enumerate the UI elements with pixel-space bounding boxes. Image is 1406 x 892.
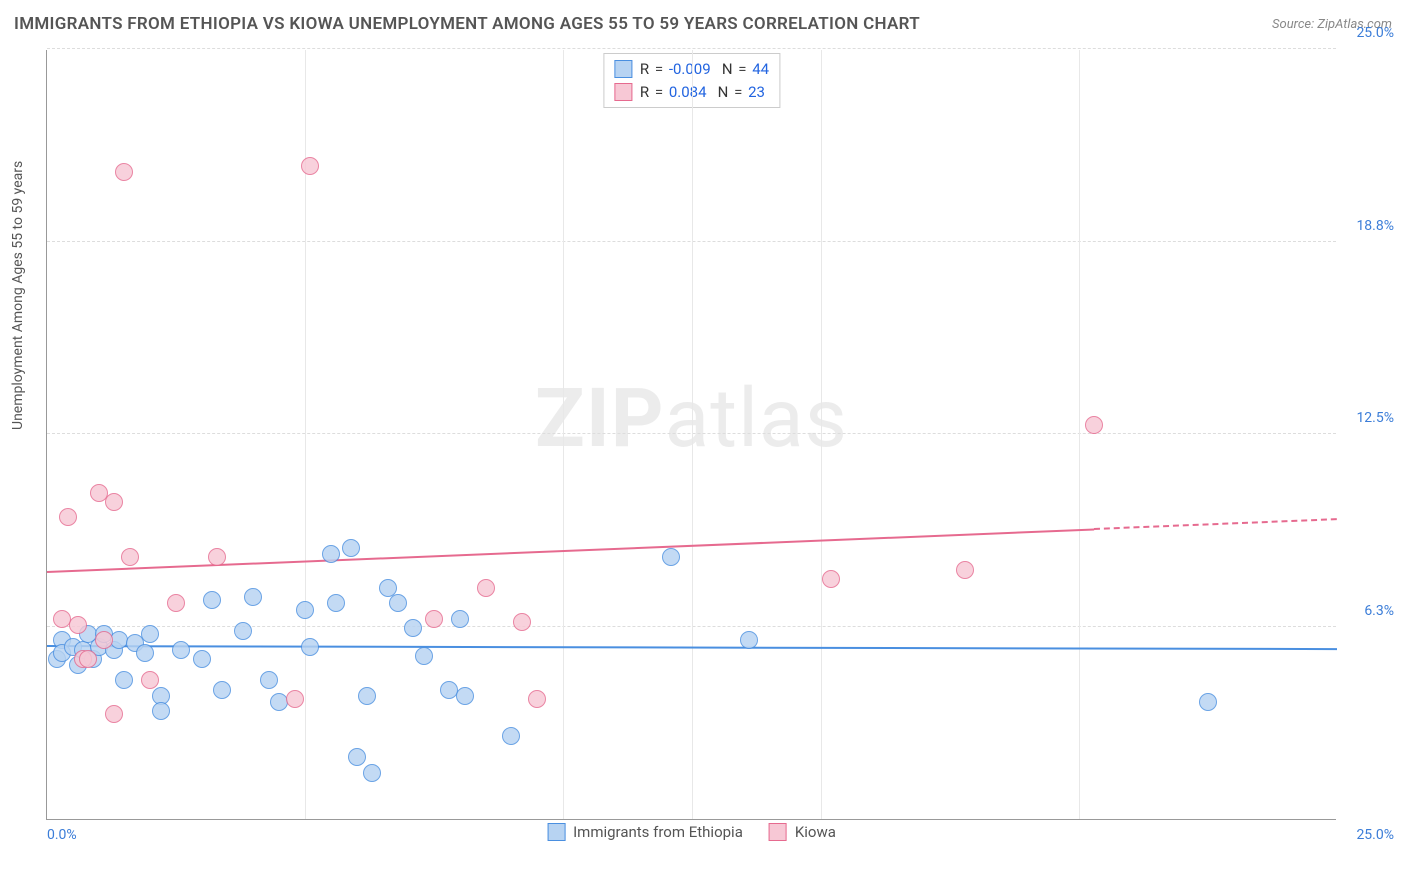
data-point	[121, 548, 139, 566]
data-point	[404, 619, 422, 637]
data-point	[415, 647, 433, 665]
data-point	[244, 588, 262, 606]
x-tick-label: 0.0%	[47, 827, 77, 843]
data-point	[213, 681, 231, 699]
data-point	[477, 579, 495, 597]
data-point	[203, 591, 221, 609]
data-point	[296, 601, 314, 619]
x-tick-label: 25.0%	[1356, 827, 1394, 843]
data-point	[322, 545, 340, 563]
data-point	[105, 705, 123, 723]
legend-item: Immigrants from Ethiopia	[547, 823, 743, 841]
data-point	[260, 671, 278, 689]
y-tick-label: 18.8%	[1356, 218, 1394, 234]
data-point	[513, 613, 531, 631]
legend-swatch	[614, 83, 632, 101]
data-point	[152, 702, 170, 720]
data-point	[59, 508, 77, 526]
grid-line	[692, 50, 693, 819]
grid-line	[563, 50, 564, 819]
data-point	[528, 690, 546, 708]
data-point	[141, 625, 159, 643]
data-point	[95, 631, 113, 649]
data-point	[1199, 693, 1217, 711]
data-point	[956, 561, 974, 579]
data-point	[105, 493, 123, 511]
data-point	[327, 594, 345, 612]
grid-line	[821, 50, 822, 819]
y-axis-label: Unemployment Among Ages 55 to 59 years	[10, 161, 26, 430]
data-point	[822, 570, 840, 588]
data-point	[456, 687, 474, 705]
chart-title: IMMIGRANTS FROM ETHIOPIA VS KIOWA UNEMPL…	[14, 14, 920, 34]
data-point	[662, 548, 680, 566]
data-point	[348, 748, 366, 766]
trend-line	[47, 528, 1095, 573]
legend-label: Immigrants from Ethiopia	[573, 823, 743, 841]
data-point	[1085, 416, 1103, 434]
grid-line	[1079, 50, 1080, 819]
data-point	[79, 650, 97, 668]
y-tick-label: 25.0%	[1356, 25, 1394, 41]
data-point	[342, 539, 360, 557]
data-point	[502, 727, 520, 745]
data-point	[358, 687, 376, 705]
data-point	[451, 610, 469, 628]
data-point	[363, 764, 381, 782]
legend-label: Kiowa	[795, 823, 836, 841]
legend-swatch	[614, 60, 632, 78]
legend-swatch	[769, 823, 787, 841]
data-point	[69, 616, 87, 634]
data-point	[425, 610, 443, 628]
data-point	[234, 622, 252, 640]
data-point	[740, 631, 758, 649]
data-point	[301, 157, 319, 175]
data-point	[172, 641, 190, 659]
data-point	[136, 644, 154, 662]
scatter-plot: ZIPatlas R = -0.009 N = 44R = 0.084 N = …	[46, 50, 1336, 820]
data-point	[193, 650, 211, 668]
data-point	[208, 548, 226, 566]
data-point	[115, 671, 133, 689]
data-point	[141, 671, 159, 689]
data-point	[389, 594, 407, 612]
grid-line	[47, 48, 1336, 49]
data-point	[115, 163, 133, 181]
y-tick-label: 12.5%	[1356, 410, 1394, 426]
series-legend: Immigrants from Ethiopia Kiowa	[547, 823, 836, 841]
trend-line-dashed	[1094, 518, 1337, 530]
y-tick-label: 6.3%	[1364, 603, 1394, 619]
legend-swatch	[547, 823, 565, 841]
data-point	[301, 638, 319, 656]
data-point	[167, 594, 185, 612]
data-point	[286, 690, 304, 708]
legend-item: Kiowa	[769, 823, 836, 841]
